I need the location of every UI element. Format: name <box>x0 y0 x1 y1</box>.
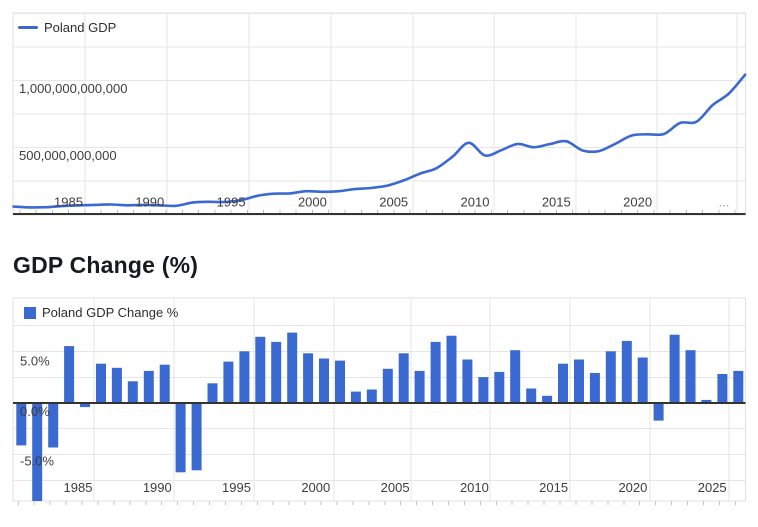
plot-border <box>12 297 746 502</box>
x-axis-label: 2015 <box>539 480 568 495</box>
x-axis-label: 1985 <box>54 195 83 210</box>
gdp-change-bar-chart[interactable]: 5.0% 0.0% -5.0% 1985 1990 1995 2000 2005 2010 201… <box>12 297 746 505</box>
bar-2020[interactable] <box>653 403 664 421</box>
gdp-line-chart[interactable]: 1,000,000,000,000 500,000,000,000 1985 1990… <box>12 12 747 216</box>
x-axis-label: 2010 <box>460 480 489 495</box>
bars[interactable] <box>16 332 744 501</box>
bar-2009[interactable] <box>478 377 489 403</box>
bar-2018[interactable] <box>621 340 632 403</box>
bar-2012[interactable] <box>526 388 537 404</box>
bar-1990[interactable] <box>175 403 186 473</box>
x-axis-label: 2000 <box>301 480 330 495</box>
bar-1994[interactable] <box>239 351 250 404</box>
y-axis-label: 0.0% <box>20 404 50 419</box>
legend-bar-swatch <box>24 306 36 319</box>
bar-2017[interactable] <box>605 351 616 404</box>
bar-2010[interactable] <box>494 371 505 403</box>
bar-2003[interactable] <box>382 368 393 403</box>
y-axis-label: 500,000,000,000 <box>19 148 117 163</box>
legend-label: Poland GDP Change % <box>42 305 179 320</box>
bar-2006[interactable] <box>430 341 441 403</box>
bar-1981[interactable] <box>32 403 43 501</box>
x-axis-label: 2000 <box>298 195 327 210</box>
bar-2021[interactable] <box>669 334 680 403</box>
legend-label: Poland GDP <box>44 19 117 35</box>
y-axis-label: -5.0% <box>20 454 54 469</box>
y-axis-label: 1,000,000,000,000 <box>19 81 127 96</box>
bar-1982[interactable] <box>48 403 59 448</box>
bar-2002[interactable] <box>366 389 377 404</box>
x-axis-label: 1990 <box>135 195 164 210</box>
x-axis-label: 2010 <box>461 195 490 210</box>
gdp-line-series[interactable] <box>12 73 747 209</box>
x-axis-label: 2015 <box>542 195 571 210</box>
bar-1996[interactable] <box>271 341 282 403</box>
bar-2001[interactable] <box>350 391 361 403</box>
bar-2007[interactable] <box>446 335 457 403</box>
bar-2015[interactable] <box>574 359 584 404</box>
bar-2014[interactable] <box>558 363 568 403</box>
bar-1993[interactable] <box>223 361 234 403</box>
x-axis-label: 2005 <box>381 480 410 495</box>
bar-2024[interactable] <box>717 374 728 403</box>
bar-1991[interactable] <box>191 403 202 471</box>
bar-1997[interactable] <box>287 332 298 403</box>
bar-2011[interactable] <box>510 350 521 403</box>
bar-1995[interactable] <box>255 336 266 403</box>
bar-2016[interactable] <box>589 373 600 403</box>
bar-1987[interactable] <box>127 381 138 403</box>
bar-1980[interactable] <box>16 403 27 446</box>
x-axis-label: ... <box>719 195 730 210</box>
x-axis-label: 2005 <box>379 195 408 210</box>
x-axis-label: 2020 <box>623 195 652 210</box>
bar-2023[interactable] <box>701 399 712 403</box>
bar-1998[interactable] <box>303 353 314 403</box>
bar-2022[interactable] <box>685 350 696 403</box>
x-axis-label: 2025 <box>698 480 727 495</box>
x-axis-label: 1985 <box>64 480 93 495</box>
bar-1989[interactable] <box>159 364 170 403</box>
bar-1992[interactable] <box>207 383 218 403</box>
bar-2008[interactable] <box>462 359 473 404</box>
bar-2000[interactable] <box>335 360 345 403</box>
legend-line-swatch <box>18 25 38 29</box>
bar-2025[interactable] <box>733 370 744 403</box>
x-axis-label: 2020 <box>618 480 647 495</box>
bar-1999[interactable] <box>319 358 329 404</box>
y-axis-label: 5.0% <box>20 354 50 369</box>
x-axis-label: 1995 <box>217 195 246 210</box>
bar-1986[interactable] <box>111 367 122 403</box>
bar-chart-legend: Poland GDP Change % <box>24 305 178 320</box>
bar-2013[interactable] <box>542 395 553 403</box>
x-axis-label: 1990 <box>143 480 172 495</box>
line-chart-legend: Poland GDP <box>18 19 117 35</box>
bar-1984[interactable] <box>80 403 90 408</box>
bar-1983[interactable] <box>64 346 75 403</box>
gdp-change-title: GDP Change (%) <box>13 252 199 278</box>
bar-2005[interactable] <box>414 370 425 403</box>
bar-1988[interactable] <box>143 370 154 403</box>
bar-2019[interactable] <box>637 357 648 404</box>
bar-1985[interactable] <box>96 363 106 403</box>
bar-2004[interactable] <box>398 353 409 403</box>
x-axis-label: 1995 <box>222 480 251 495</box>
